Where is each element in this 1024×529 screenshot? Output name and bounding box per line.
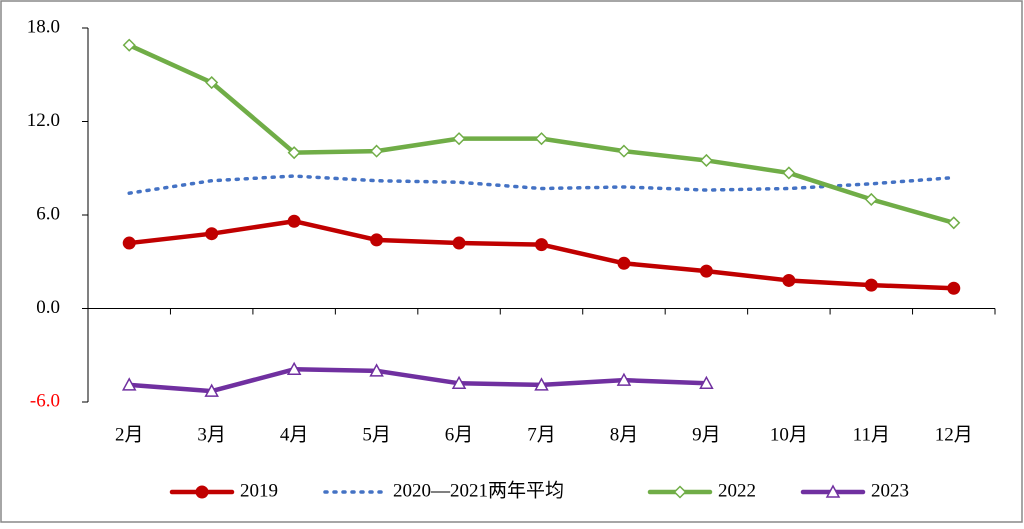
marker [122,236,136,250]
series-line [127,174,956,195]
marker [782,273,796,287]
y-tick-label: 0.0 [36,297,60,318]
marker [534,132,549,146]
x-tick-label: 10月 [770,424,808,445]
marker [673,485,687,499]
legend-label: 2019 [240,480,278,501]
marker [451,375,467,390]
marker [370,233,384,247]
marker [864,192,878,206]
legend-label: 2022 [718,480,756,501]
marker [204,383,219,397]
x-tick-label: 8月 [610,424,639,445]
legend-label: 2020—2021两年平均 [393,479,564,501]
x-tick-label: 7月 [527,424,556,445]
y-tick-label: 18.0 [27,16,60,37]
marker [699,153,713,168]
legend-label: 2023 [871,480,909,501]
x-tick-label: 5月 [362,424,391,445]
marker [782,166,796,180]
marker [286,361,302,376]
marker [864,278,878,292]
marker [452,132,466,146]
x-tick-label: 12月 [935,424,973,445]
marker [287,214,301,228]
marker [534,377,549,391]
x-tick-label: 11月 [853,424,890,445]
marker [616,372,632,386]
y-tick-label: -6.0 [30,390,60,411]
marker [369,363,384,377]
marker [699,375,714,390]
marker [535,238,548,252]
marker [370,144,384,158]
y-tick-label: 12.0 [27,110,60,131]
marker [195,485,209,499]
marker [121,377,137,391]
marker [947,216,961,230]
marker [287,146,301,160]
x-tick-label: 4月 [280,424,309,445]
x-tick-label: 6月 [445,424,474,445]
x-tick-label: 3月 [197,424,226,445]
series-line [126,367,709,394]
marker [122,38,136,52]
marker [205,75,219,90]
marker [617,144,631,158]
marker [205,227,219,241]
x-tick-label: 9月 [692,424,721,445]
marker [617,256,631,270]
marker [825,484,841,498]
y-tick-label: 6.0 [36,203,60,224]
marker [947,281,961,295]
marker [452,236,466,250]
marker [699,264,713,278]
x-tick-label: 2月 [115,424,144,445]
